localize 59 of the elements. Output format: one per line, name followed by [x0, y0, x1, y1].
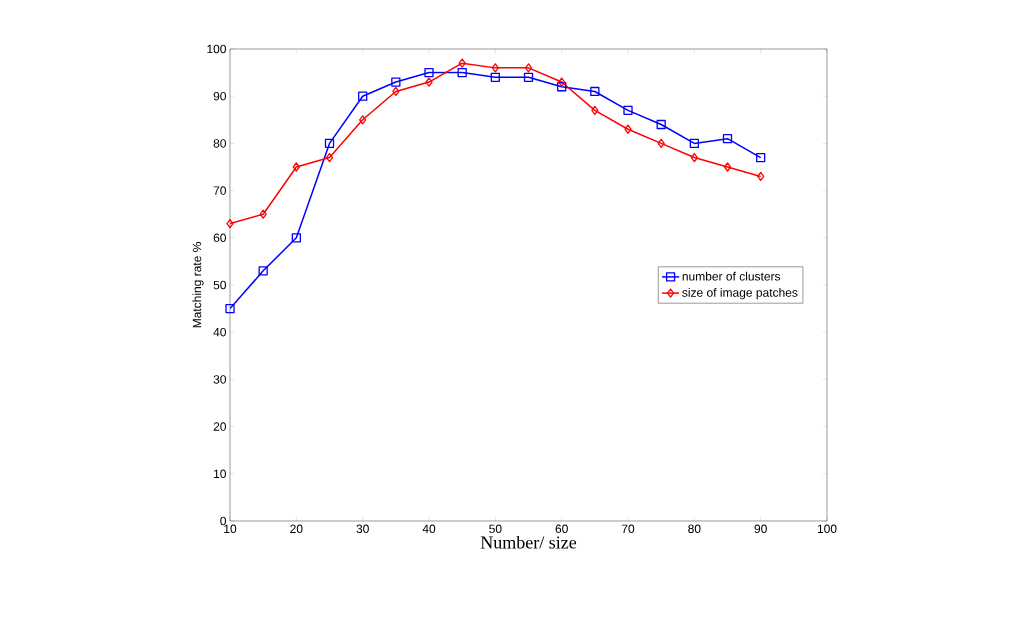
x-tick-label: 30	[356, 524, 369, 534]
x-tick-label: 40	[422, 524, 436, 534]
point	[392, 86, 400, 97]
x-tick-label: 10	[224, 524, 237, 534]
point	[524, 63, 533, 73]
point	[657, 138, 665, 149]
point	[325, 152, 334, 163]
point	[623, 105, 633, 115]
point	[491, 63, 499, 73]
y-tick-label: 80	[213, 139, 226, 148]
y-tick-label: 100	[207, 44, 226, 54]
point	[523, 72, 534, 82]
x-tick-label: 100	[817, 524, 837, 534]
x-tick-label: 20	[290, 524, 303, 534]
y-tick-label: 20	[213, 422, 226, 431]
x-tick-label: 90	[754, 524, 767, 534]
x-tick-label: 50	[489, 524, 502, 534]
point	[424, 67, 434, 78]
x-tick-label: 80	[688, 524, 701, 534]
x-tick-label: 60	[555, 524, 568, 534]
point	[458, 58, 466, 68]
y-tick-label: 30	[213, 375, 226, 384]
x-axis-title: Number/ size	[480, 535, 577, 549]
point	[722, 134, 733, 144]
point	[558, 77, 566, 87]
y-tick-label: 50	[213, 280, 226, 290]
point	[490, 72, 500, 82]
point	[258, 266, 268, 276]
x-tick-label: 70	[621, 524, 635, 534]
point	[226, 218, 234, 229]
point	[656, 119, 666, 130]
y-tick-label: 0	[220, 516, 227, 526]
point	[557, 82, 567, 92]
y-axis-title: Matching rate %	[192, 242, 204, 328]
point	[690, 152, 698, 163]
point	[756, 152, 766, 163]
point	[359, 115, 367, 125]
point	[391, 77, 401, 87]
point	[757, 171, 765, 182]
point	[358, 91, 368, 101]
y-tick-label: 10	[214, 469, 226, 479]
point	[324, 138, 335, 149]
point	[425, 77, 433, 87]
point	[590, 86, 600, 97]
point	[591, 105, 599, 115]
y-tick-label: 70	[213, 186, 226, 195]
legend-label: number of clusters	[682, 271, 781, 281]
point	[292, 162, 300, 172]
point	[225, 303, 235, 314]
point	[624, 124, 632, 134]
y-tick-label: 60	[213, 233, 226, 243]
y-tick-label: 40	[213, 327, 226, 337]
legend-label: size of image patches	[682, 288, 798, 300]
point	[457, 67, 467, 78]
y-tick-label: 90	[213, 91, 226, 101]
point	[723, 162, 732, 172]
point	[259, 209, 267, 219]
point	[291, 233, 301, 243]
point	[689, 138, 699, 149]
